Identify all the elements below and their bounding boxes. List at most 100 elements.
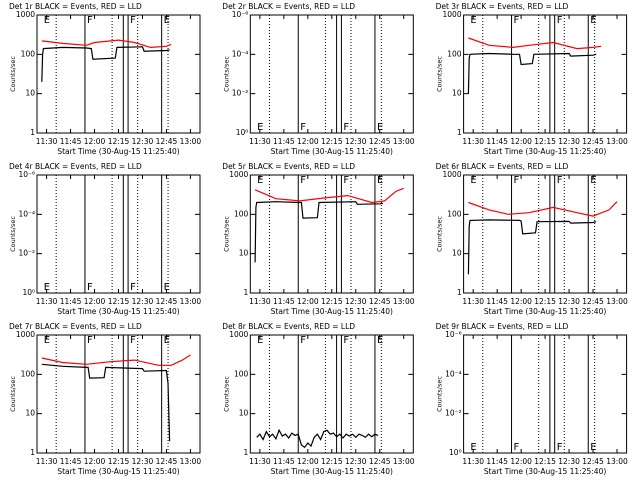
x-tick-label: 12:45 [369, 297, 391, 306]
y-tick-label: 10⁻² [232, 89, 249, 98]
x-tick-label: 12:45 [369, 137, 391, 146]
x-tick-label: 12:30 [132, 137, 154, 146]
panel-title: Det 3r BLACK = Events, RED = LLD [436, 2, 569, 11]
x-axis-label: Start Time (30-Aug-15 11:25:40) [271, 147, 393, 156]
x-tick-label: 12:00 [84, 457, 106, 466]
y-tick-label: 1000 [16, 10, 35, 19]
x-tick-label: 12:15 [321, 137, 343, 146]
y-tick-label: 10 [452, 249, 462, 258]
y-tick-label: 1000 [443, 170, 462, 179]
panel-title: Det 4r BLACK = Events, RED = LLD [9, 162, 142, 171]
y-tick-label: 100 [234, 369, 249, 378]
x-tick-label: 12:15 [108, 297, 130, 306]
y-tick-label: 100 [21, 49, 36, 58]
plot-frame [249, 174, 414, 294]
x-tick-label: 13:00 [393, 457, 415, 466]
x-tick-label: 12:45 [369, 457, 391, 466]
x-tick-label: 11:45 [273, 297, 295, 306]
x-tick-label: 12:15 [108, 137, 130, 146]
annotation-label: E [470, 15, 476, 26]
y-tick-label: 100 [447, 209, 462, 218]
x-tick-label: 11:45 [486, 297, 508, 306]
x-tick-label: 11:45 [273, 457, 295, 466]
x-axis-label: Start Time (30-Aug-15 11:25:40) [57, 307, 179, 316]
x-tick-label: 12:30 [345, 297, 367, 306]
x-tick-label: 12:45 [156, 297, 178, 306]
x-tick-label: 13:00 [606, 297, 628, 306]
y-tick-label: 10⁰ [22, 288, 35, 297]
x-tick-label: 11:30 [36, 137, 58, 146]
annotation-label: F [300, 122, 306, 133]
annotation-label: F [557, 15, 563, 26]
annotation-label: F [343, 122, 349, 133]
annotation-label: F [300, 335, 306, 346]
y-axis-label: Counts/sec [9, 216, 17, 252]
y-tick-label: 10⁻⁶ [18, 170, 35, 179]
y-tick-label: 1 [30, 448, 35, 457]
y-axis-label: Counts/sec [436, 376, 444, 412]
annotation-label: E [257, 335, 263, 346]
y-tick-label: 10 [239, 249, 249, 258]
x-tick-label: 12:00 [510, 457, 532, 466]
data-line [468, 201, 618, 217]
y-tick-label: 10 [25, 89, 35, 98]
x-tick-label: 11:30 [462, 137, 484, 146]
panel: Det 5r BLACK = Events, RED = LLD Start Ti… [222, 162, 414, 316]
y-tick-label: 10 [25, 409, 35, 418]
y-tick-label: 10⁻⁶ [232, 10, 249, 19]
panel-title: Det 9r BLACK = Events, RED = LLD [436, 322, 569, 331]
y-axis-label: Counts/sec [9, 56, 17, 92]
y-axis-label: Counts/sec [436, 56, 444, 92]
y-tick-label: 1 [457, 128, 462, 137]
data-line [256, 428, 379, 449]
x-tick-label: 13:00 [393, 137, 415, 146]
data-line [41, 46, 170, 82]
annotation-label: E [470, 175, 476, 186]
panel: Det 4r BLACK = Events, RED = LLD Start Ti… [9, 162, 201, 316]
x-axis-label: Start Time (30-Aug-15 11:25:40) [484, 467, 606, 476]
x-tick-label: 12:00 [297, 457, 319, 466]
y-axis-label: Counts/sec [9, 376, 17, 412]
annotation-label: E [164, 15, 170, 26]
annotation-label: E [164, 335, 170, 346]
annotation-label: F [130, 282, 136, 293]
annotation-label: E [470, 442, 476, 453]
x-tick-label: 12:30 [345, 457, 367, 466]
y-tick-label: 1000 [443, 10, 462, 19]
panel-title: Det 1r BLACK = Events, RED = LLD [9, 2, 142, 11]
x-tick-label: 11:45 [60, 297, 82, 306]
y-axis-label: Counts/sec [222, 376, 230, 412]
x-tick-label: 13:00 [606, 137, 628, 146]
x-axis-label: Start Time (30-Aug-15 11:25:40) [484, 147, 606, 156]
panel: Det 7r BLACK = Events, RED = LLD Start Ti… [9, 322, 201, 476]
data-line [41, 39, 172, 49]
data-line [254, 201, 383, 263]
data-line [468, 37, 602, 50]
annotation-label: F [514, 442, 520, 453]
x-tick-label: 11:30 [462, 297, 484, 306]
x-tick-label: 12:15 [321, 297, 343, 306]
x-tick-label: 12:00 [297, 297, 319, 306]
y-tick-label: 10⁰ [236, 128, 249, 137]
panel: Det 3r BLACK = Events, RED = LLD Start Ti… [436, 2, 628, 156]
annotation-label: E [377, 175, 383, 186]
plot-frame [463, 174, 628, 294]
data-line [254, 187, 404, 204]
annotation-label: E [377, 335, 383, 346]
x-tick-label: 12:00 [297, 137, 319, 146]
x-tick-label: 12:15 [321, 457, 343, 466]
y-axis-label: Counts/sec [222, 216, 230, 252]
annotation-label: F [557, 175, 563, 186]
x-tick-label: 12:15 [534, 137, 556, 146]
annotation-label: E [44, 15, 50, 26]
x-tick-label: 12:15 [534, 297, 556, 306]
x-tick-label: 12:00 [84, 297, 106, 306]
annotation-label: E [44, 282, 50, 293]
y-tick-label: 1 [244, 288, 249, 297]
x-tick-label: 12:15 [108, 457, 130, 466]
x-tick-label: 13:00 [180, 137, 202, 146]
x-tick-label: 12:30 [345, 137, 367, 146]
x-tick-label: 11:30 [36, 297, 58, 306]
x-tick-label: 12:00 [84, 137, 106, 146]
